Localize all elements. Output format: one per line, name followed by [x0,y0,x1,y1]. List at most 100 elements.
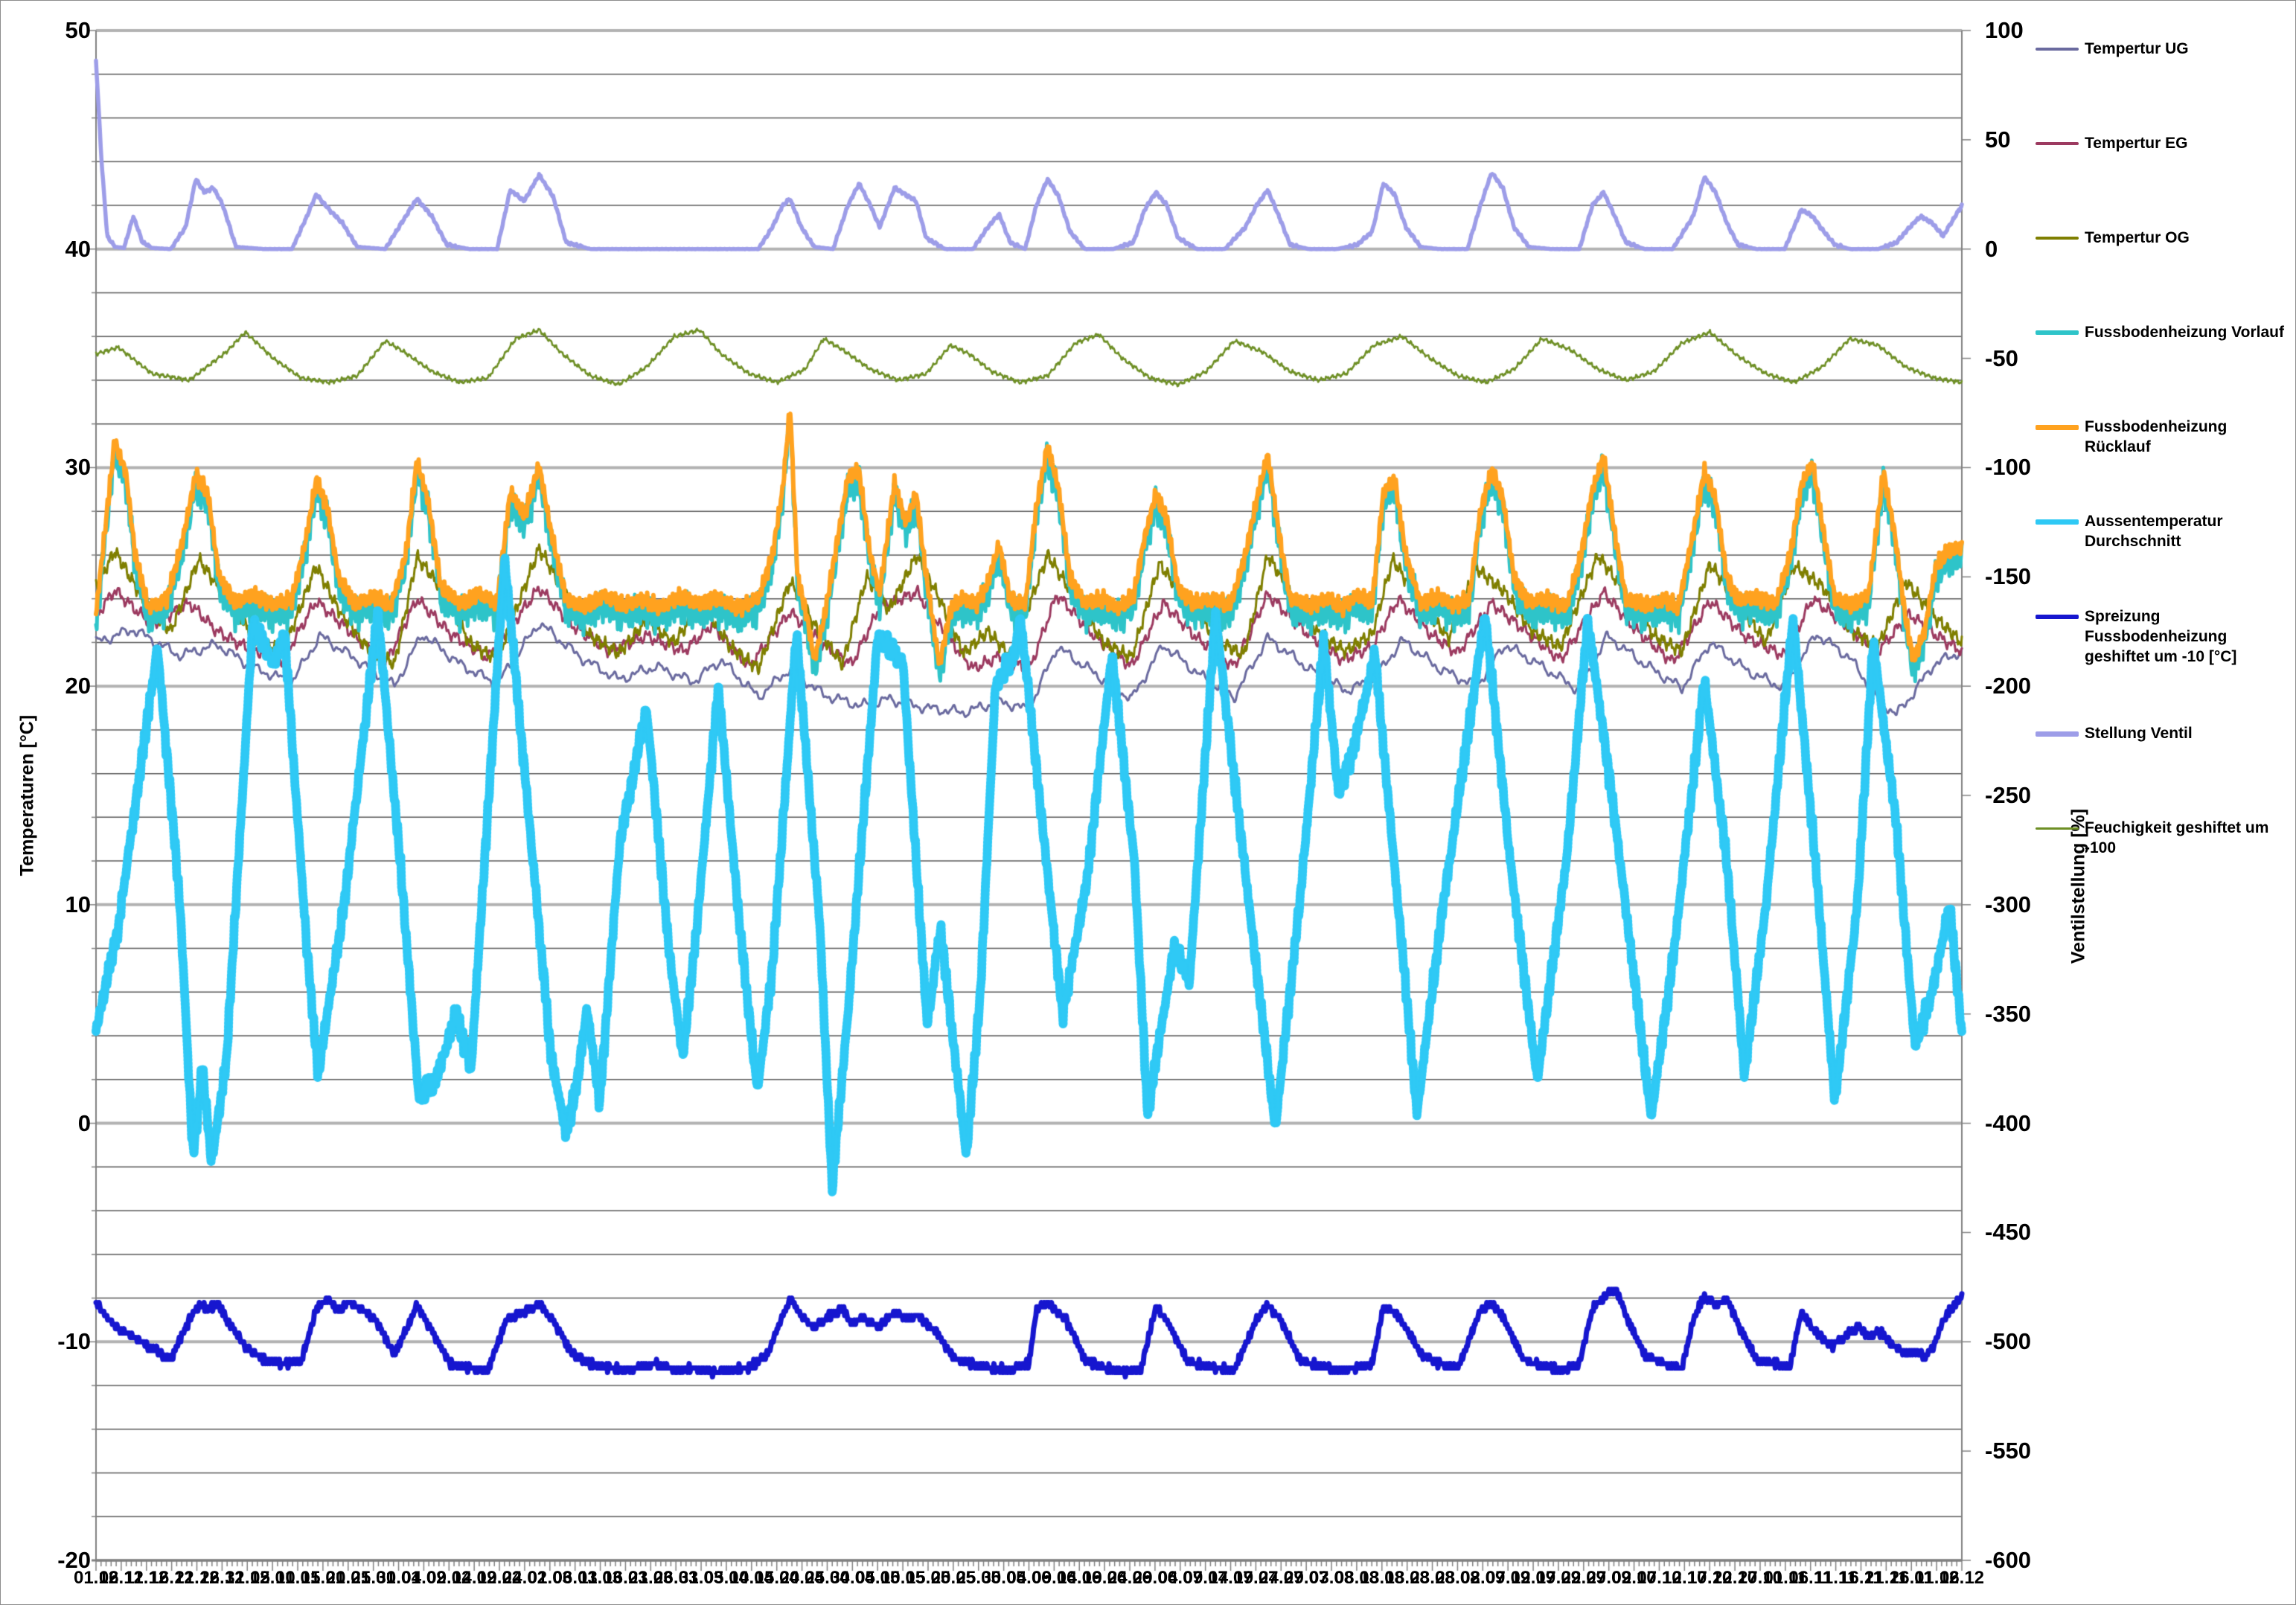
x-axis-tick: 04.06 [1006,1568,1052,1588]
x-axis-tick: 17.09 [1535,1568,1581,1588]
legend-item: Feuchigkeit geshiftet um -100 [2036,818,2295,858]
right-axis-tick: -300 [1985,891,2032,917]
x-axis-tick: 01.12 [1914,1568,1960,1588]
x-axis-tick: 19.07 [1233,1568,1279,1588]
x-axis-tick: 16.11 [1839,1568,1883,1588]
legend-item: Tempertur OG [2036,228,2190,248]
x-axis-tick: 14.06 [1057,1568,1102,1588]
x-axis-tick: 11.11 [1814,1568,1858,1588]
left-axis-tick: -10 [57,1328,91,1355]
legend-item: Tempertur UG [2036,39,2189,59]
x-axis-tick: 04.07 [1157,1568,1203,1588]
x-axis-tick: 19.06 [1082,1568,1128,1588]
x-axis-tick: 07.09 [1486,1568,1531,1588]
x-axis-tick: 30.05 [981,1568,1026,1588]
legend-item: Spreizung Fussbodenheizung geshiftet um … [2036,606,2295,667]
legend-item: Tempertur EG [2036,133,2187,153]
x-axis-tick: 26.03 [653,1568,699,1588]
x-axis-tick: 31.12 [225,1568,270,1588]
x-axis-tick: 14.07 [1208,1568,1253,1588]
x-axis-tick: 11.03 [578,1568,622,1588]
x-axis-tick: 26.12 [199,1568,245,1588]
right-axis-tick: -400 [1985,1109,2032,1136]
legend-label: Feuchigkeit geshiftet um -100 [2085,819,2269,856]
legend-label: Aussentemperatur Durchschnitt [2085,513,2223,550]
legend-line-swatch [2036,237,2079,240]
left-axis-tick: 10 [65,891,91,917]
x-axis-tick: 02.10 [1611,1568,1657,1588]
right-axis-tick: -450 [1985,1219,2032,1246]
legend-line-swatch [2036,424,2079,430]
x-axis-tick: 01.03 [527,1568,572,1588]
x-axis-tick: 22.09 [1561,1568,1606,1588]
x-axis-tick: 14.02 [452,1568,497,1588]
x-axis-tick: 13.08 [1359,1568,1404,1588]
right-axis-tick: -500 [1985,1328,2032,1355]
legend-line-swatch [2036,827,2079,830]
left-axis-tick: 0 [77,1109,91,1136]
x-axis-tick: 09.02 [426,1568,472,1588]
right-axis-tick: -50 [1985,345,2018,371]
x-axis-tick: 05.01 [250,1568,295,1588]
x-axis-tick: 06.11 [1788,1568,1833,1588]
legend-label: Tempertur UG [2085,40,2189,57]
right-axis-tick: -350 [1985,1000,2032,1027]
legend-line-swatch [2036,519,2079,525]
x-axis-tick: 24.06 [1107,1568,1153,1588]
left-axis-title: Temperaturen [°C] [16,714,38,877]
right-axis-tick: -250 [1985,782,2032,808]
legend-item: Fussbodenheizung Vorlauf [2036,322,2284,342]
x-axis-tick: 28.08 [1435,1568,1480,1588]
legend-line-swatch [2036,615,2079,619]
legend-line-swatch [2036,142,2079,145]
x-axis-tick: 11.12 [124,1568,169,1588]
x-axis-tick: 05.05 [855,1568,901,1588]
right-axis-tick: 50 [1985,126,2011,153]
x-axis-tick: 21.12 [174,1568,220,1588]
x-axis-tick: 24.07 [1259,1568,1304,1588]
x-axis-tick: 06.03 [552,1568,598,1588]
x-axis-tick: 25.05 [956,1568,1001,1588]
right-axis-tick: -100 [1985,454,2032,481]
x-axis-tick: 02.09 [1460,1568,1506,1588]
x-axis-tick: 30.01 [376,1568,421,1588]
x-axis-tick: 27.09 [1586,1568,1631,1588]
legend-label: Stellung Ventil [2085,725,2193,742]
x-axis-tick: 25.01 [351,1568,396,1588]
x-axis-tick: 19.02 [477,1568,522,1588]
left-axis-tick: -20 [57,1547,91,1573]
x-axis-tick: 20.01 [325,1568,371,1588]
x-axis-tick: 18.08 [1384,1568,1430,1588]
right-axis-tick: -200 [1985,673,2032,699]
x-axis-tick: 01.11 [1763,1568,1808,1588]
x-axis-tick: 21.11 [1864,1568,1908,1588]
x-axis-tick: 24.02 [502,1568,547,1588]
right-axis-tick: 100 [1985,17,2024,43]
x-axis-tick: 15.05 [905,1568,951,1588]
legend-label: Tempertur OG [2085,229,2190,246]
legend-item: Fussbodenheizung Rücklauf [2036,417,2295,457]
legend-line-swatch [2036,731,2079,737]
x-axis-tick: 22.10 [1713,1568,1758,1588]
x-axis-tick: 10.01 [275,1568,321,1588]
x-axis-tick: 09.07 [1183,1568,1228,1588]
x-axis-tick: 30.04 [830,1568,875,1588]
right-axis-tick: -600 [1985,1547,2032,1573]
right-axis-tick: 0 [1985,235,1998,262]
x-axis-tick: 03.08 [1309,1568,1355,1588]
x-axis-tick: 26.11 [1889,1568,1934,1588]
left-axis-tick: 30 [65,454,91,481]
x-axis-tick: 29.06 [1132,1568,1177,1588]
x-axis-tick: 10.05 [880,1568,926,1588]
x-axis-tick: 21.03 [628,1568,674,1588]
x-axis-tick: 06.12 [98,1568,144,1588]
legend-label: Spreizung Fussbodenheizung geshiftet um … [2085,608,2237,665]
legend-label: Fussbodenheizung Rücklauf [2085,418,2228,455]
x-axis-tick: 08.08 [1334,1568,1379,1588]
x-axis-tick: 15.04 [754,1568,799,1588]
legend-item: Aussentemperatur Durchschnitt [2036,511,2295,551]
x-axis-tick: 01.12 [73,1568,119,1588]
x-axis-tick: 20.05 [930,1568,976,1588]
